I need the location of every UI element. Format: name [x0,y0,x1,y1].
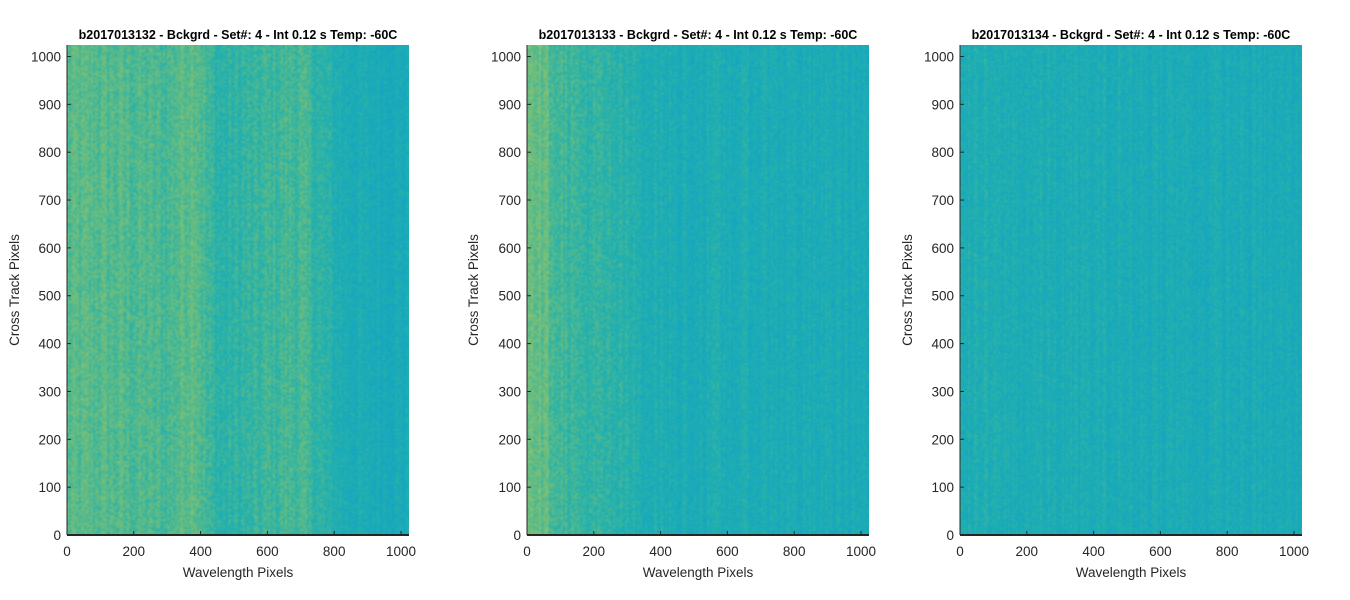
x-axis-label: Wavelength Pixels [643,565,754,580]
y-tick-label: 0 [946,528,954,543]
y-tick-label: 200 [931,432,954,447]
x-tick-label: 0 [523,544,531,559]
y-tick-label: 500 [38,289,61,304]
y-tick-label: 1000 [924,49,954,64]
x-tick-label: 1000 [846,544,876,559]
y-tick-label: 800 [931,145,954,160]
y-tick-label: 0 [53,528,61,543]
x-tick-label: 600 [256,544,279,559]
y-tick-label: 400 [498,337,521,352]
x-tick-label: 1000 [1279,544,1309,559]
y-tick-label: 600 [498,241,521,256]
heatmap-area: 0 200 400 600 800 1000 0 100 200 300 400 500 600 700 8… [491,45,876,559]
y-tick-label: 500 [498,289,521,304]
panel-title: b2017013134 - Bckgrd - Set#: 4 - Int 0.1… [972,28,1291,42]
x-tick-label: 400 [649,544,672,559]
x-axis-label: Wavelength Pixels [183,565,294,580]
y-tick-label: 100 [38,480,61,495]
y-tick-label: 700 [931,193,954,208]
y-tick-label: 900 [931,97,954,112]
y-tick-label: 300 [498,384,521,399]
y-tick-label: 900 [38,97,61,112]
x-tick-label: 600 [716,544,739,559]
y-axis-label: Cross Track Pixels [900,234,915,346]
y-tick-label: 400 [931,337,954,352]
y-axis-label: Cross Track Pixels [466,234,481,346]
y-tick-label: 800 [38,145,61,160]
x-tick-label: 600 [1149,544,1172,559]
y-tick-label: 200 [38,432,61,447]
y-tick-label: 600 [38,241,61,256]
x-tick-label: 200 [123,544,146,559]
y-tick-label: 300 [931,384,954,399]
x-tick-label: 1000 [386,544,416,559]
y-tick-label: 700 [38,193,61,208]
heatmap-panel-3: b2017013134 - Bckgrd - Set#: 4 - Int 0.1… [900,28,1309,580]
x-tick-label: 0 [63,544,71,559]
x-axis-label: Wavelength Pixels [1076,565,1187,580]
x-tick-label: 200 [1016,544,1039,559]
x-tick-label: 400 [1082,544,1105,559]
x-tick-label: 800 [783,544,806,559]
y-tick-label: 500 [931,289,954,304]
x-tick-label: 800 [323,544,346,559]
heatmap-image [960,45,1302,535]
panel-title: b2017013132 - Bckgrd - Set#: 4 - Int 0.1… [79,28,398,42]
y-tick-label: 900 [498,97,521,112]
y-tick-label: 300 [38,384,61,399]
heatmap-image [527,45,869,535]
y-tick-label: 600 [931,241,954,256]
y-axis-label: Cross Track Pixels [7,234,22,346]
y-tick-label: 0 [513,528,521,543]
y-tick-label: 100 [931,480,954,495]
y-tick-label: 1000 [491,49,521,64]
heatmap-panel-2: b2017013133 - Bckgrd - Set#: 4 - Int 0.1… [466,28,876,580]
x-tick-label: 800 [1216,544,1239,559]
y-tick-label: 1000 [31,49,61,64]
y-tick-label: 200 [498,432,521,447]
heatmap-area: 0 200 400 600 800 1000 0 100 200 300 400 500 600 700 8… [924,45,1309,559]
x-tick-label: 0 [956,544,964,559]
heatmap-area: 0 200 400 600 800 1000 0 100 200 300 400 500 600 700 8… [31,45,416,559]
y-tick-label: 700 [498,193,521,208]
panel-title: b2017013133 - Bckgrd - Set#: 4 - Int 0.1… [539,28,858,42]
y-tick-label: 800 [498,145,521,160]
y-tick-label: 100 [498,480,521,495]
x-tick-label: 200 [583,544,606,559]
heatmap-panel-1: b2017013132 - Bckgrd - Set#: 4 - Int 0.1… [7,28,416,580]
heatmap-image [67,45,409,535]
x-tick-label: 400 [189,544,212,559]
y-tick-label: 400 [38,337,61,352]
